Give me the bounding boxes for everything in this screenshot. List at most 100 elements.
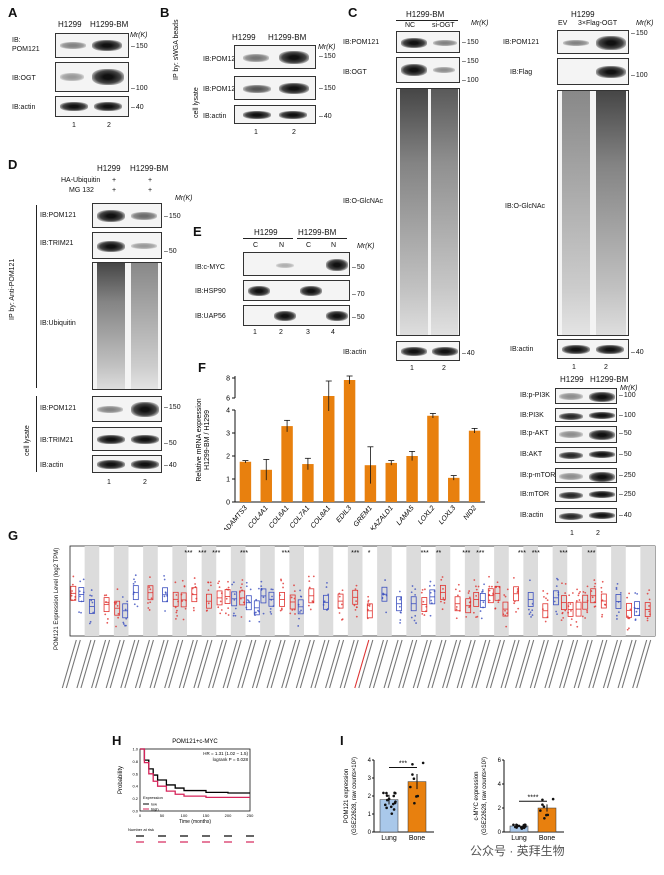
g-point — [90, 599, 93, 602]
g-sig-star: *** — [560, 550, 568, 557]
f-xtick-label: LAMA5 — [395, 505, 415, 527]
g-xtick-label — [153, 639, 169, 689]
g-point — [442, 588, 444, 590]
g-point — [504, 595, 507, 598]
c-right-col-flagogt: 3×Flag-OGT — [578, 20, 618, 27]
g-point — [601, 615, 603, 618]
g-xtick-label — [519, 639, 535, 689]
g-point — [327, 593, 330, 596]
g-point — [564, 592, 567, 594]
f-bar — [343, 380, 356, 502]
g-point — [576, 625, 579, 628]
g-point — [90, 594, 93, 597]
g-point — [546, 592, 549, 595]
g-xtick-label — [109, 639, 125, 689]
g-point — [148, 609, 151, 611]
g-point — [71, 590, 73, 592]
g-point — [217, 582, 220, 585]
g-point — [398, 590, 401, 593]
g-point — [293, 584, 295, 587]
g-point — [635, 610, 638, 613]
g-shade — [464, 546, 480, 636]
g-xtick-label — [504, 639, 520, 689]
g-point — [399, 621, 401, 624]
g-point — [410, 591, 413, 594]
g-xtick-label — [134, 639, 150, 689]
g-point — [262, 596, 265, 599]
g-point — [218, 580, 221, 583]
h-risk-count — [246, 841, 254, 843]
g-xtick-label — [339, 639, 355, 689]
e-blot-hsp90 — [243, 280, 350, 301]
g-point — [553, 600, 556, 603]
i1-point — [412, 777, 416, 781]
g-point — [175, 618, 177, 620]
h-xlabel: Time (months) — [179, 819, 211, 825]
g-point — [290, 596, 293, 599]
g-point — [163, 595, 166, 598]
g-point — [600, 586, 603, 589]
g-point — [442, 597, 445, 599]
g-point — [516, 591, 519, 594]
f-blot-lane-2: 2 — [596, 530, 600, 537]
g-shade — [260, 546, 275, 636]
g-point — [481, 590, 484, 593]
g-point — [591, 596, 594, 599]
g-point — [646, 617, 649, 620]
g-xtick-label — [372, 639, 388, 689]
e-col-1: C — [253, 242, 259, 249]
g-xtick-label — [515, 639, 531, 689]
g-point — [298, 617, 300, 620]
g-point — [206, 609, 208, 612]
g-point — [570, 618, 573, 621]
g-point — [355, 615, 358, 618]
g-xtick-label — [197, 639, 213, 689]
g-sig-star: *** — [351, 550, 359, 557]
f-bar — [281, 426, 293, 502]
g-point — [399, 598, 402, 601]
g-point — [174, 606, 177, 609]
f-blot-akt — [555, 447, 617, 463]
h-risk-count — [224, 835, 232, 837]
g-xtick-label — [563, 639, 579, 689]
i2-point — [520, 827, 524, 830]
g-point — [269, 611, 272, 613]
h-risk-count — [158, 841, 166, 843]
g-point — [309, 608, 312, 611]
g-shade — [143, 546, 158, 636]
g-sig-star: *** — [240, 550, 248, 557]
f-blot-mw-header: Mr(K) — [620, 385, 638, 392]
g-point — [414, 593, 417, 596]
d-mw-1: 150 — [164, 213, 181, 220]
g-point — [496, 581, 499, 584]
e-row-hsp90: IB:HSP90 — [195, 288, 226, 295]
g-point — [192, 609, 195, 612]
i1-sig-stars: *** — [399, 760, 407, 767]
g-point — [307, 575, 310, 578]
g-shade — [318, 546, 334, 636]
f-bar — [406, 456, 418, 502]
g-point — [105, 594, 108, 597]
g-xtick-label — [442, 639, 458, 689]
g-point — [233, 598, 236, 601]
f-ylabel-line: Relative mRNA expression — [196, 398, 203, 481]
g-xtick-label — [212, 639, 228, 689]
g-point — [578, 592, 580, 595]
c-left-lane-2: 2 — [442, 365, 446, 372]
e-lane-2: 2 — [279, 329, 283, 336]
g-xtick-label — [281, 639, 297, 689]
d-row-actin: IB:actin — [40, 462, 64, 469]
g-point — [472, 611, 475, 614]
g-point — [126, 600, 129, 603]
c-left-mw-4: 40 — [462, 350, 475, 357]
g-point — [506, 588, 509, 591]
g-point — [467, 592, 470, 594]
g-xtick-label — [577, 639, 593, 689]
g-point — [355, 606, 358, 609]
g-point — [517, 607, 520, 610]
g-point — [594, 605, 597, 608]
i1-point — [409, 785, 412, 789]
g-xtick-label — [222, 639, 238, 689]
g-point — [648, 605, 650, 607]
f-bar — [468, 430, 481, 502]
